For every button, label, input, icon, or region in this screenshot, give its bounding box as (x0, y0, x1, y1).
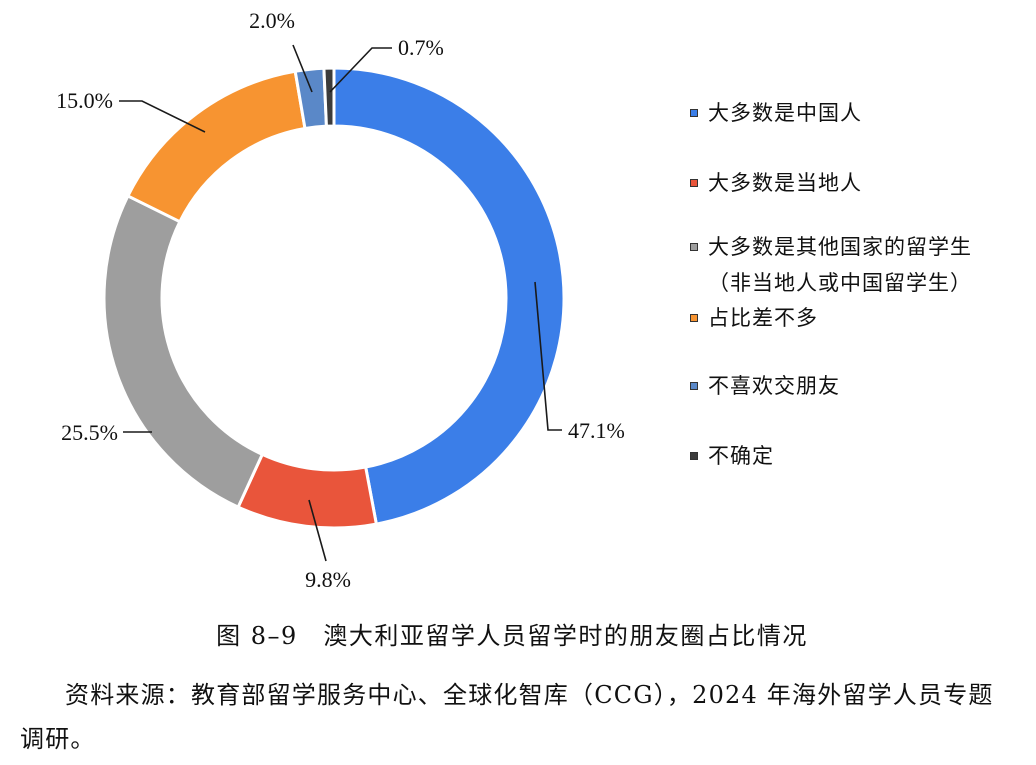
legend-marker (690, 382, 698, 390)
legend-label: 大多数是其他国家的留学生（非当地人或中国留学生） (708, 235, 972, 295)
data-labels: 47.1% 9.8% 25.5% 15.0% 2.0% 0.7% (56, 8, 625, 592)
legend-label: 占比差不多 (708, 306, 818, 330)
donut-slice (322, 66, 336, 128)
legend-marker (690, 179, 698, 187)
legend-item: 不喜欢交朋友 (690, 368, 990, 404)
legend-label: 大多数是当地人 (708, 171, 862, 195)
leader-lines (119, 44, 562, 562)
donut-chart: 47.1% 9.8% 25.5% 15.0% 2.0% 0.7% (56, 8, 625, 592)
leader-line (329, 47, 392, 93)
legend-item: 不确定 (690, 438, 990, 474)
leader-line (534, 281, 562, 431)
data-label: 2.0% (249, 8, 295, 33)
legend-marker (690, 243, 698, 251)
figure-caption: 图 8–9 澳大利亚留学人员留学时的朋友圈占比情况 (216, 622, 808, 650)
source-note: 资料来源：教育部留学服务中心、全球化智库（CCG），2024 年海外留学人员专题… (20, 681, 994, 753)
legend-marker (690, 452, 698, 460)
legend-marker (690, 314, 698, 322)
leader-line (308, 499, 327, 562)
legend-item: 大多数是中国人 (690, 95, 990, 131)
legend-item: 占比差不多 (690, 300, 990, 336)
data-label: 47.1% (568, 418, 625, 443)
data-label: 25.5% (61, 420, 118, 445)
legend-label: 不喜欢交朋友 (708, 374, 840, 398)
donut-slices (102, 66, 566, 530)
leader-line (119, 100, 206, 133)
legend-label: 不确定 (708, 444, 774, 468)
donut-slice (125, 69, 307, 224)
donut-slice (102, 193, 265, 510)
legend-item: 大多数是当地人 (690, 165, 990, 201)
leader-line (292, 44, 313, 93)
donut-slice (332, 66, 566, 526)
legend-label: 大多数是中国人 (708, 101, 862, 125)
legend-item: 大多数是其他国家的留学生（非当地人或中国留学生） (690, 229, 990, 295)
data-label: 0.7% (398, 35, 444, 60)
data-label: 9.8% (305, 567, 351, 592)
legend-marker (690, 109, 698, 117)
data-label: 15.0% (56, 88, 113, 113)
